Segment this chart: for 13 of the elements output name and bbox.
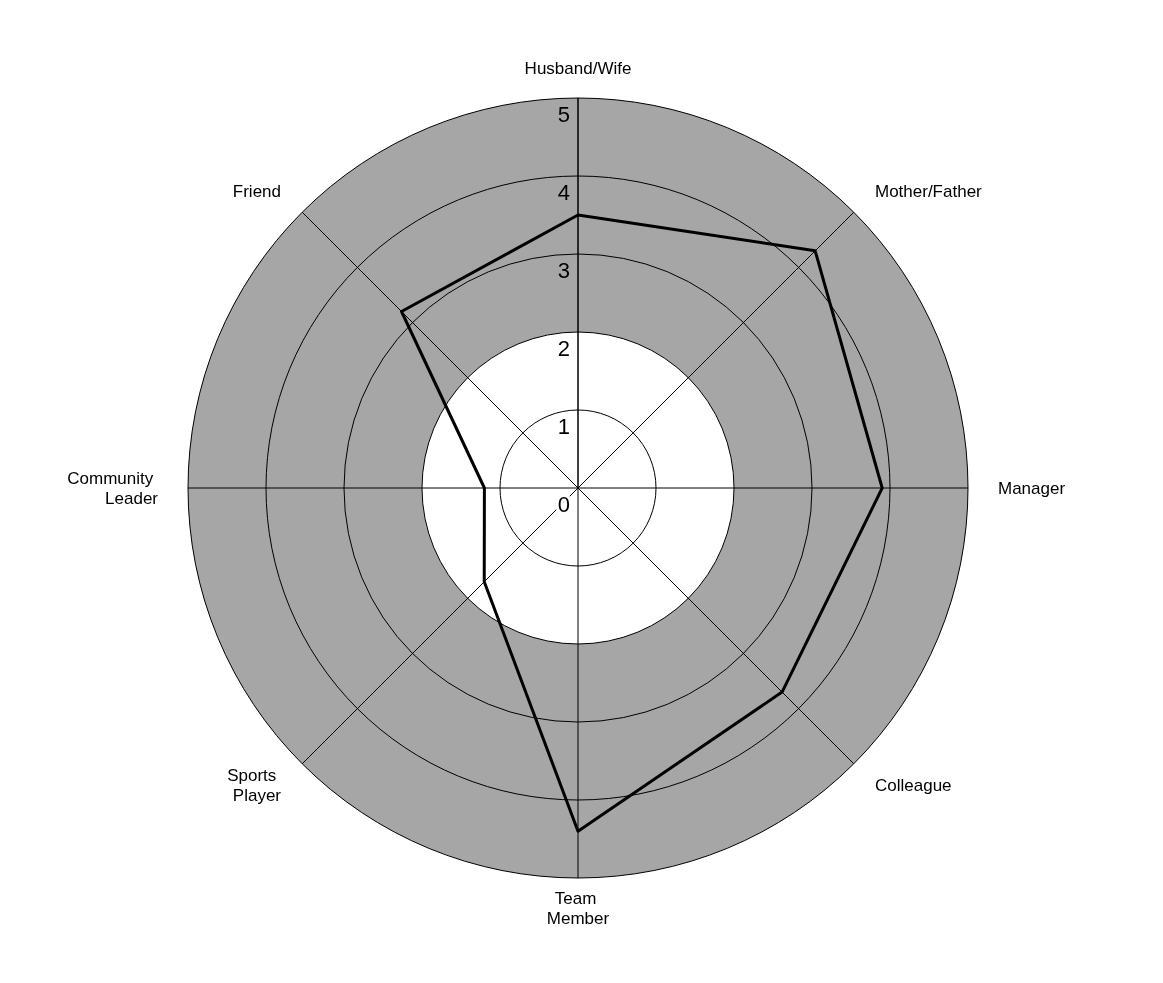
spoke-label: Team Member (546, 888, 610, 928)
spoke-label: Friend (232, 181, 282, 201)
y-tick-label: 3 (557, 258, 570, 283)
spoke-label: Community Leader (67, 468, 159, 508)
spoke-label: Manager (998, 478, 1066, 498)
spoke-label: Sports Player (227, 765, 282, 805)
spoke-label: Colleague (874, 775, 952, 795)
y-tick-label: 4 (557, 180, 570, 205)
y-tick-label: 2 (557, 336, 570, 361)
spoke-label: Husband/Wife (524, 58, 632, 78)
y-tick-label: 5 (557, 102, 570, 127)
spoke-label: Mother/Father (874, 181, 983, 201)
y-tick-label: 1 (557, 414, 570, 439)
